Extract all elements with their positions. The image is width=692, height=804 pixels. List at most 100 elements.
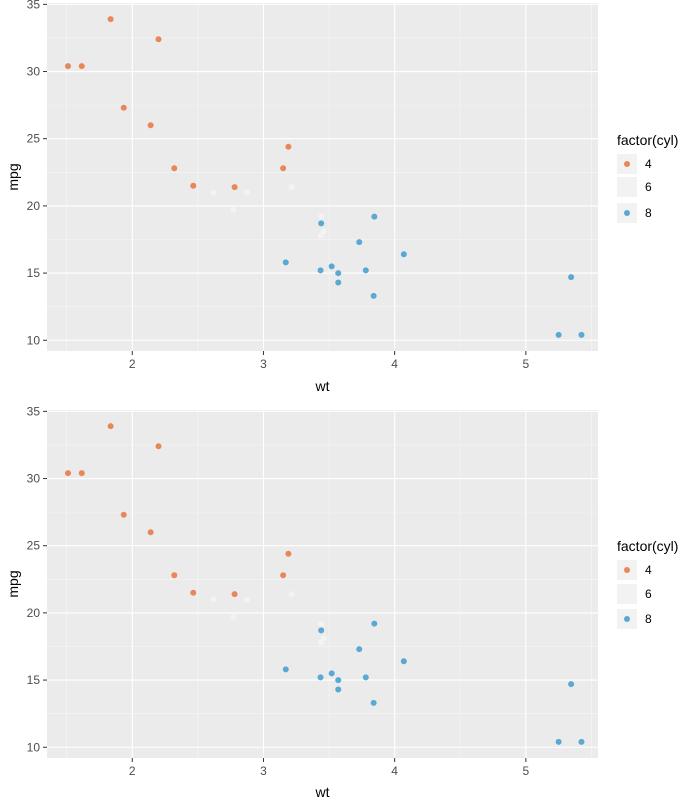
data-point-cyl-4: [78, 63, 85, 70]
data-point-cyl-6: [244, 596, 251, 603]
y-tick-label: 30: [27, 65, 41, 79]
x-tick-label: 2: [129, 764, 136, 778]
data-point-cyl-8: [362, 267, 369, 274]
y-tick-label: 20: [27, 199, 41, 213]
data-point-cyl-4: [120, 104, 127, 111]
legend-marker-cyl-6: [624, 591, 630, 597]
y-tick-label: 30: [27, 472, 41, 486]
x-tick-label: 3: [260, 357, 267, 371]
data-point-cyl-8: [328, 670, 335, 677]
data-point-cyl-8: [282, 666, 289, 673]
chart-2: 2 3 4 5 10 15 20 25 30 35 wt mpg factor(cyl) 4 6 8: [5, 404, 678, 800]
data-point-cyl-4: [155, 36, 162, 43]
plot-panel: [47, 3, 598, 351]
data-point-cyl-8: [555, 738, 562, 745]
data-point-cyl-6: [288, 591, 295, 598]
plot-panel: [47, 410, 598, 758]
data-point-cyl-4: [190, 182, 197, 189]
x-tick-label: 4: [391, 357, 398, 371]
y-tick-label: 25: [27, 132, 41, 146]
data-point-cyl-8: [335, 677, 342, 684]
data-point-cyl-8: [370, 292, 377, 299]
data-point-cyl-6: [210, 596, 217, 603]
data-point-cyl-4: [147, 122, 154, 129]
legend-label: 6: [645, 180, 652, 194]
legend-title: factor(cyl): [617, 132, 678, 148]
x-tick-label: 5: [523, 357, 530, 371]
data-point-cyl-4: [107, 423, 114, 430]
legend-marker-cyl-4: [624, 161, 630, 167]
data-point-cyl-6: [318, 213, 325, 220]
data-point-cyl-6: [320, 635, 327, 642]
y-tick-label: 10: [27, 740, 41, 754]
data-point-cyl-8: [568, 681, 575, 688]
data-point-cyl-4: [231, 184, 238, 191]
data-point-cyl-4: [280, 165, 287, 172]
data-point-cyl-4: [64, 470, 71, 477]
data-point-cyl-8: [555, 331, 562, 338]
data-point-cyl-6: [288, 184, 295, 191]
data-point-cyl-8: [282, 259, 289, 266]
data-point-cyl-4: [155, 443, 162, 450]
data-point-cyl-4: [280, 572, 287, 579]
y-tick-label: 25: [27, 539, 41, 553]
data-point-cyl-8: [335, 270, 342, 277]
legend-marker-cyl-4: [624, 567, 630, 573]
data-point-cyl-4: [285, 550, 292, 557]
data-point-cyl-4: [190, 589, 197, 596]
data-point-cyl-6: [210, 189, 217, 196]
data-point-cyl-8: [317, 674, 324, 681]
data-point-cyl-8: [371, 213, 378, 220]
data-point-cyl-4: [285, 143, 292, 150]
data-point-cyl-8: [328, 263, 335, 270]
legend-label: 6: [645, 587, 652, 601]
y-axis-title: mpg: [5, 163, 21, 190]
chart-1: 2 3 4 5 10 15 20 25 30 35 wt mpg factor(cyl) 4 6 8: [5, 0, 678, 394]
x-tick-label: 5: [523, 764, 530, 778]
data-point-cyl-4: [107, 16, 114, 23]
data-point-cyl-8: [362, 674, 369, 681]
data-point-cyl-8: [356, 239, 363, 246]
data-point-cyl-8: [568, 274, 575, 281]
data-point-cyl-8: [370, 699, 377, 706]
x-tick-label: 2: [129, 357, 136, 371]
y-tick-label: 35: [27, 404, 41, 418]
data-point-cyl-8: [318, 220, 325, 227]
data-point-cyl-6: [318, 620, 325, 627]
y-tick-label: 10: [27, 333, 41, 347]
legend-title: factor(cyl): [617, 538, 678, 554]
x-axis-title: wt: [315, 784, 330, 800]
data-point-cyl-8: [356, 646, 363, 653]
data-point-cyl-8: [578, 738, 585, 745]
data-point-cyl-8: [335, 279, 342, 286]
data-point-cyl-4: [231, 591, 238, 598]
x-tick-label: 3: [260, 764, 267, 778]
legend-marker-cyl-8: [624, 210, 630, 216]
data-point-cyl-8: [578, 331, 585, 338]
data-point-cyl-8: [318, 627, 325, 634]
y-tick-label: 15: [27, 266, 41, 280]
legend-marker-cyl-6: [624, 184, 630, 190]
legend: factor(cyl) 4 6 8: [617, 538, 678, 629]
data-point-cyl-4: [171, 572, 178, 579]
data-point-cyl-8: [400, 658, 407, 665]
data-point-cyl-4: [147, 529, 154, 536]
data-point-cyl-8: [400, 251, 407, 258]
legend-label: 8: [645, 612, 652, 626]
data-point-cyl-6: [320, 228, 327, 235]
y-tick-label: 15: [27, 673, 41, 687]
y-tick-label: 35: [27, 0, 41, 11]
legend-label: 4: [645, 563, 652, 577]
data-point-cyl-4: [78, 470, 85, 477]
data-point-cyl-8: [317, 267, 324, 274]
data-point-cyl-6: [230, 613, 237, 620]
data-point-cyl-4: [64, 63, 71, 70]
data-point-cyl-4: [171, 165, 178, 172]
y-axis-title: mpg: [5, 570, 21, 597]
data-point-cyl-6: [244, 189, 251, 196]
x-axis-title: wt: [315, 378, 330, 394]
legend-label: 4: [645, 157, 652, 171]
data-point-cyl-8: [335, 686, 342, 693]
legend: factor(cyl) 4 6 8: [617, 132, 678, 223]
